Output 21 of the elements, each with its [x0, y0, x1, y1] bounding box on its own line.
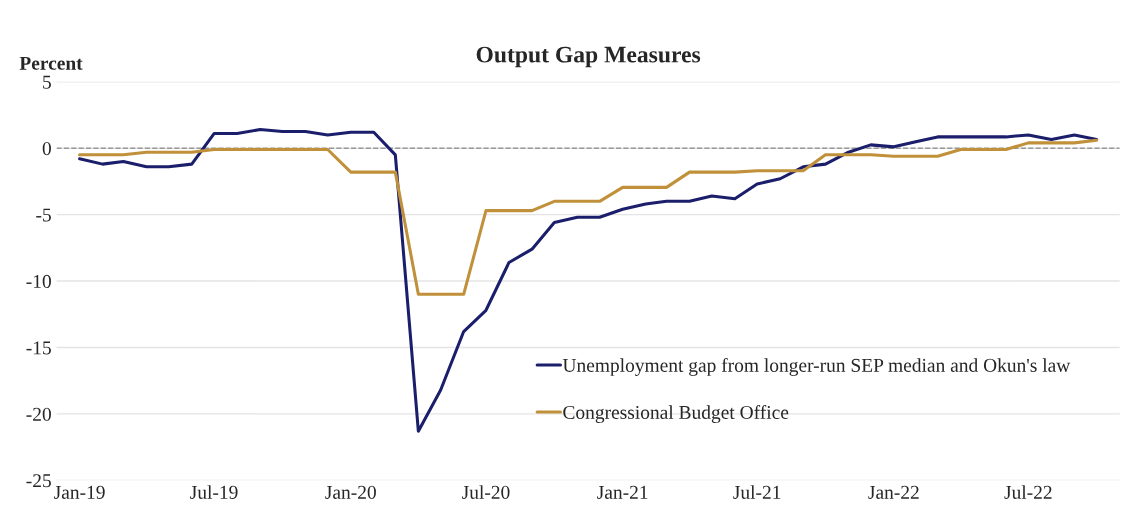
x-tick-label: Jan-20	[325, 485, 376, 499]
x-tick-label: Jul-21	[733, 485, 781, 499]
y-tick-label: -10	[26, 274, 51, 288]
x-tick-label: Jul-22	[1004, 485, 1052, 499]
x-tick-label: Jan-21	[597, 485, 648, 499]
y-tick-label: -5	[36, 208, 51, 222]
x-tick-label: Jan-19	[54, 485, 105, 499]
line-series	[78, 138, 1099, 296]
x-tick-label: Jan-22	[868, 485, 919, 499]
y-tick-label: -15	[26, 341, 51, 355]
y-axis-title: Percent	[19, 56, 83, 70]
y-tick-label: -20	[26, 407, 51, 421]
legend-label: Unemployment gap from longer-run SEP median and Okun's law	[562, 358, 1071, 376]
x-tick-label: Jul-20	[462, 485, 510, 499]
legend-label: Congressional Budget Office	[563, 405, 789, 423]
y-tick-label: -25	[26, 474, 51, 488]
x-tick-label: Jul-19	[190, 485, 238, 499]
line-series	[78, 128, 1099, 433]
y-tick-label: 5	[43, 75, 51, 89]
chart-title: Output Gap Measures	[476, 46, 701, 68]
y-tick-label: 0	[42, 142, 51, 156]
